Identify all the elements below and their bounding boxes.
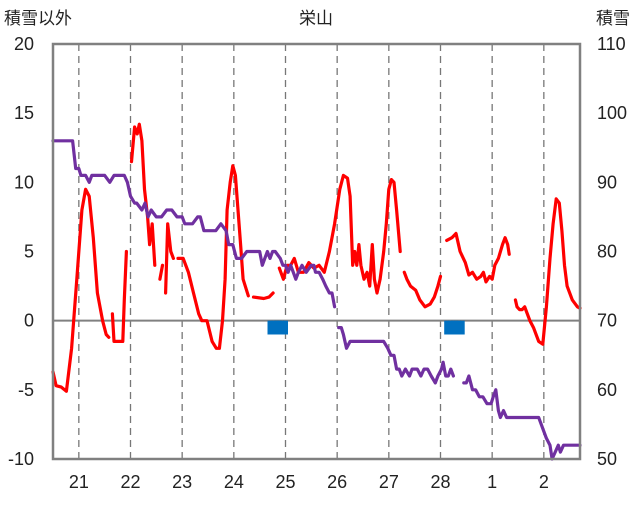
y-right-tick-label: 90: [597, 172, 617, 192]
red-series-line: [251, 291, 275, 301]
x-tick-label: 28: [430, 472, 450, 492]
snow-depth-line: [51, 139, 337, 309]
blue-bar: [276, 320, 282, 335]
x-tick-label: 21: [69, 472, 89, 492]
chart-title: 栄山: [299, 9, 333, 28]
y-axis-left-label: 積雪以外: [4, 9, 72, 28]
x-tick-label: 22: [120, 472, 140, 492]
blue-bar: [283, 320, 288, 335]
snow-depth-line: [462, 374, 582, 461]
y-left-tick-label: 10: [14, 172, 34, 192]
y-left-tick-label: 0: [24, 311, 34, 331]
red-series-line: [129, 122, 157, 267]
red-series-line: [164, 222, 175, 295]
blue-bar: [444, 320, 450, 335]
y-right-tick-label: 110: [597, 34, 626, 54]
x-tick-label: 26: [327, 472, 347, 492]
x-tick-label: 24: [224, 472, 244, 492]
blue-bar: [448, 320, 454, 335]
y-right-tick-label: 60: [597, 380, 617, 400]
y-left-tick-label: 5: [24, 242, 34, 262]
red-series-line: [158, 263, 165, 281]
blue-bar: [274, 320, 280, 335]
y-right-tick-label: 80: [597, 242, 617, 262]
y-left-tick-label: -5: [18, 380, 34, 400]
x-tick-label: 1: [487, 472, 497, 492]
y-left-tick-label: -10: [8, 449, 34, 469]
x-tick-label: 27: [379, 472, 399, 492]
blue-bar: [271, 320, 277, 335]
x-tick-label: 2: [539, 472, 549, 492]
blue-bar: [267, 320, 273, 335]
x-tick-label: 23: [172, 472, 192, 492]
red-series-line: [51, 187, 111, 393]
y-right-tick-label: 70: [597, 311, 617, 331]
y-right-tick-label: 100: [597, 103, 627, 123]
y-left-tick-label: 20: [14, 34, 34, 54]
y-left-tick-label: 15: [14, 103, 34, 123]
red-series-line: [445, 231, 511, 284]
snow-depth-line: [337, 326, 455, 385]
red-series-line: [110, 249, 129, 343]
red-series-line: [176, 164, 250, 350]
blue-bar: [450, 320, 456, 335]
series-lines: [51, 122, 582, 461]
red-series-line: [277, 173, 402, 295]
x-tick-label: 25: [275, 472, 295, 492]
blue-bars: [267, 320, 465, 335]
y-axis-right-label: 積雪: [596, 9, 630, 28]
blue-bar: [459, 320, 465, 335]
y-right-tick-label: 50: [597, 449, 617, 469]
blue-bar: [279, 320, 285, 335]
plot-area-frame: [51, 42, 582, 461]
red-series-line: [402, 270, 443, 309]
blue-bar: [456, 320, 462, 335]
blue-bar: [453, 320, 459, 335]
red-series-line: [513, 197, 582, 346]
